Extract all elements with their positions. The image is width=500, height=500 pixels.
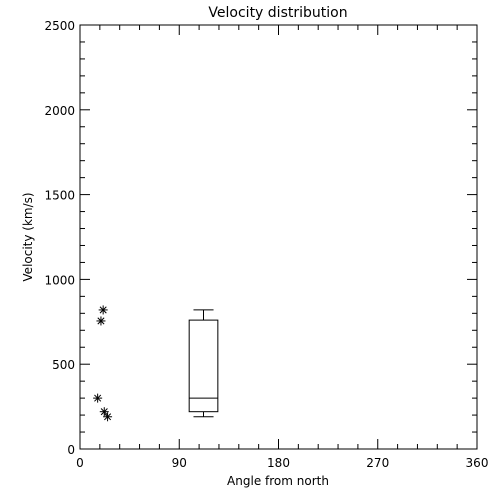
x-tick-label: 270 [366, 456, 389, 470]
y-axis-ticks: 0 500 1000 1500 2000 2500 [44, 19, 477, 457]
y-tick-label: 1000 [44, 273, 75, 287]
y-tick-label: 2500 [44, 19, 75, 33]
plot-frame [79, 24, 478, 450]
chart-title: Velocity distribution [208, 5, 347, 21]
y-tick-label: 2000 [44, 104, 75, 118]
data-point [103, 412, 113, 422]
y-axis-label: Velocity (km/s) [21, 192, 35, 281]
x-axis-ticks: 0 90 180 270 360 [76, 25, 488, 470]
y-tick-label: 1500 [44, 189, 75, 203]
x-tick-label: 0 [76, 456, 84, 470]
data-point [93, 393, 103, 403]
boxplot [188, 309, 219, 418]
scatter-points [93, 305, 113, 422]
data-point [96, 316, 106, 326]
x-axis-label: Angle from north [227, 474, 329, 488]
data-point [99, 407, 109, 417]
x-tick-label: 90 [172, 456, 187, 470]
y-tick-label: 0 [67, 443, 75, 457]
y-tick-label: 500 [52, 358, 75, 372]
x-tick-label: 360 [466, 456, 489, 470]
data-point [98, 305, 108, 315]
x-tick-label: 180 [267, 456, 290, 470]
